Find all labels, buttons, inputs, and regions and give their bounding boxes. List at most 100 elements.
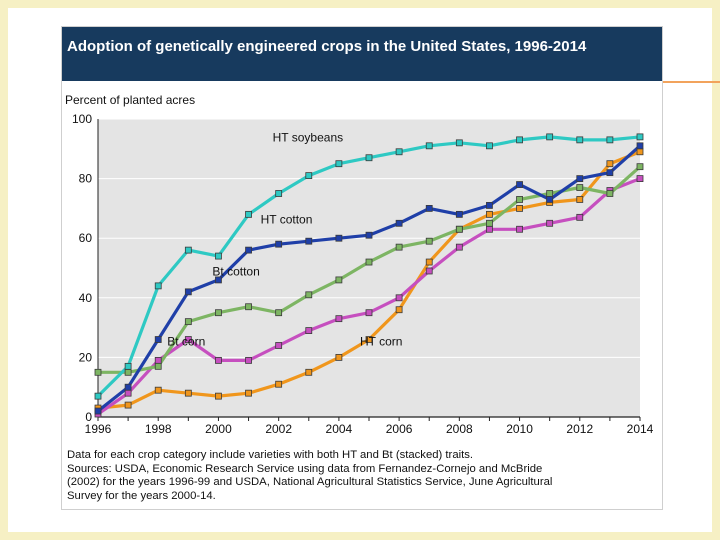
data-point (275, 309, 283, 317)
slide-border-right (712, 0, 720, 540)
series-markers (94, 133, 644, 418)
data-point (335, 276, 343, 284)
data-point (425, 142, 433, 150)
data-point (275, 240, 283, 248)
data-point (245, 303, 252, 311)
data-point (305, 172, 313, 180)
data-point (245, 246, 252, 254)
data-point (486, 142, 493, 150)
data-point (516, 204, 523, 212)
x-tick-label: 1998 (145, 422, 172, 436)
y-tick-label: 0 (85, 410, 92, 424)
data-point (455, 243, 463, 251)
data-point (335, 353, 343, 361)
slide-border-left (0, 0, 8, 540)
x-tick-label: 2006 (386, 422, 413, 436)
data-point (365, 336, 373, 343)
data-point (425, 267, 433, 275)
data-point (305, 237, 313, 245)
data-point (486, 219, 493, 227)
x-tick-label: 2002 (265, 422, 292, 436)
slide-border-bottom (0, 532, 720, 540)
data-point (275, 190, 283, 197)
y-tick-label: 80 (79, 172, 93, 186)
chart-title: Adoption of genetically engineered crops… (67, 38, 587, 55)
data-point (305, 291, 313, 299)
data-point (245, 389, 252, 397)
data-point (335, 234, 343, 242)
data-point (184, 336, 192, 343)
data-point (486, 202, 493, 209)
plot-area (98, 119, 640, 417)
series-label: HT cotton (261, 212, 313, 226)
x-tick-label: 2010 (506, 422, 533, 436)
footnote-line: (2002) for the years 1996-99 and USDA, N… (67, 476, 553, 488)
data-point (395, 219, 403, 227)
data-point (124, 362, 132, 370)
series-labels: HT soybeans HT cotton Bt cotton Bt corn HT c… (167, 130, 402, 348)
data-point (305, 327, 313, 334)
tick-labels: 0 20 40 60 80 100 1996 1998 2000 2002 2004 2006 2008… (72, 112, 654, 436)
data-point (184, 318, 192, 326)
data-point (606, 136, 614, 144)
data-point (395, 306, 403, 314)
data-point (546, 190, 554, 197)
data-point (516, 225, 523, 233)
data-point (546, 133, 554, 141)
title-bar: Adoption of genetically engineered crops… (62, 27, 662, 81)
data-point (576, 196, 584, 203)
data-point (636, 133, 644, 141)
data-point (94, 392, 102, 400)
data-point (154, 336, 162, 343)
data-point (365, 154, 373, 162)
data-point (606, 160, 614, 168)
data-point (154, 362, 162, 370)
data-point (275, 342, 283, 349)
data-point (305, 368, 313, 376)
footnote-line: Sources: USDA, Economic Research Service… (67, 462, 543, 475)
y-axis-label: Percent of planted acres (65, 93, 195, 107)
x-tick-label: 1996 (85, 422, 112, 436)
x-tick-label: 2012 (566, 422, 593, 436)
data-point (516, 181, 523, 188)
data-point (365, 231, 373, 239)
data-point (215, 252, 222, 260)
data-point (215, 276, 222, 284)
y-tick-label: 60 (79, 231, 93, 245)
data-point (425, 258, 433, 266)
data-point (124, 383, 132, 391)
slide-border-top (0, 0, 720, 8)
footnote: Data for each crop category include vari… (67, 449, 655, 503)
data-point (124, 368, 132, 376)
data-point (636, 163, 644, 171)
data-point (395, 148, 403, 156)
data-point (455, 210, 463, 218)
series-label: HT soybeans (273, 130, 343, 144)
data-point (365, 258, 373, 266)
data-point (184, 246, 192, 254)
axes (97, 119, 641, 421)
data-point (124, 401, 132, 409)
data-point (365, 309, 373, 317)
data-point (636, 142, 644, 150)
data-point (576, 136, 584, 144)
line-chart: Percent of planted acres 0 20 40 60 80 100 199… (65, 93, 654, 436)
data-point (486, 225, 493, 233)
data-point (275, 380, 283, 388)
data-point (576, 213, 584, 221)
data-point (215, 392, 222, 400)
x-tick-label: 2004 (326, 422, 353, 436)
data-point (486, 210, 493, 218)
data-point (245, 210, 252, 218)
data-point (576, 184, 584, 191)
x-tick-label: 2014 (627, 422, 654, 436)
footnote-line: Survey for the years 2000-14. (67, 489, 216, 502)
data-point (636, 148, 644, 156)
data-point (154, 386, 162, 394)
y-tick-label: 100 (72, 112, 92, 126)
data-point (546, 219, 554, 227)
data-point (184, 288, 192, 296)
y-tick-label: 40 (79, 291, 93, 305)
data-point (94, 368, 102, 376)
footnote-line: Data for each crop category include vari… (67, 449, 474, 461)
